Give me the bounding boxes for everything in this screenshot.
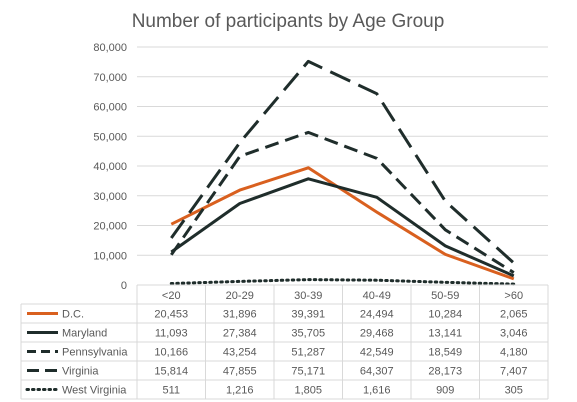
- data-label: 20,453: [154, 309, 188, 321]
- data-label: 15,814: [154, 366, 188, 378]
- data-label: 64,307: [360, 366, 394, 378]
- x-category-label: <20: [162, 290, 181, 302]
- chart-title: Number of participants by Age Group: [132, 11, 445, 32]
- series-line-maryland: [170, 177, 515, 278]
- data-table: <20 20-29 30-39 40-49 50-59 >60 D.C. 20,453 31,8…: [20, 284, 549, 400]
- y-tick-label: 30,000: [93, 191, 127, 203]
- data-label: 75,171: [291, 366, 325, 378]
- data-label: 305: [505, 385, 523, 397]
- series-line-west-virginia: [169, 278, 516, 286]
- data-label: 10,284: [428, 309, 462, 321]
- data-label: 42,549: [360, 347, 394, 359]
- data-label: 11,093: [155, 328, 188, 340]
- legend-series-name: West Virginia: [62, 385, 127, 397]
- data-label: 1,216: [226, 385, 254, 397]
- data-label: 511: [162, 385, 180, 397]
- series-lines: [169, 59, 516, 286]
- series-line-pennsylvania: [170, 130, 515, 274]
- data-label: 29,468: [360, 328, 394, 340]
- data-label: 28,173: [428, 366, 462, 378]
- data-label: 13,141: [428, 328, 462, 340]
- data-label: 3,046: [500, 328, 528, 340]
- data-label: 4,180: [500, 347, 528, 359]
- legend-series-name: Maryland: [62, 328, 107, 340]
- y-axis-ticks: 0 10,000 20,000 30,000 40,000 50,000 60,000 70,…: [93, 42, 127, 292]
- data-label: 27,384: [223, 328, 257, 340]
- data-label: 7,407: [500, 366, 528, 378]
- y-tick-label: 0: [121, 280, 127, 292]
- data-label: 43,254: [223, 347, 257, 359]
- y-tick-label: 80,000: [93, 42, 127, 54]
- y-tick-label: 40,000: [93, 161, 127, 173]
- x-category-label: 20-29: [226, 290, 254, 302]
- y-tick-label: 50,000: [93, 131, 127, 143]
- y-tick-label: 70,000: [93, 72, 127, 84]
- data-label: 10,166: [154, 347, 188, 359]
- data-label: 51,287: [291, 347, 325, 359]
- x-category-label: 30-39: [294, 290, 322, 302]
- data-label: 35,705: [291, 328, 325, 340]
- legend-series-name: D.C.: [62, 309, 84, 321]
- data-label: 18,549: [428, 347, 462, 359]
- y-tick-label: 20,000: [93, 221, 127, 233]
- x-category-label: 50-59: [431, 290, 459, 302]
- data-label: 24,494: [360, 309, 394, 321]
- data-label: 909: [436, 385, 454, 397]
- x-category-label: >60: [504, 290, 523, 302]
- data-label: 39,391: [291, 309, 325, 321]
- y-tick-label: 10,000: [93, 250, 127, 262]
- series-line-virginia: [170, 59, 515, 265]
- data-label: 31,896: [223, 309, 257, 321]
- series-line-d-c-: [170, 166, 515, 281]
- legend-series-name: Virginia: [62, 366, 99, 378]
- legend-series-name: Pennsylvania: [62, 347, 128, 359]
- gridlines: [137, 46, 548, 286]
- data-label: 1,805: [294, 385, 322, 397]
- y-tick-label: 60,000: [93, 102, 127, 114]
- data-label: 47,855: [223, 366, 257, 378]
- data-label: 1,616: [363, 385, 391, 397]
- data-label: 2,065: [500, 309, 528, 321]
- x-category-label: 40-49: [363, 290, 391, 302]
